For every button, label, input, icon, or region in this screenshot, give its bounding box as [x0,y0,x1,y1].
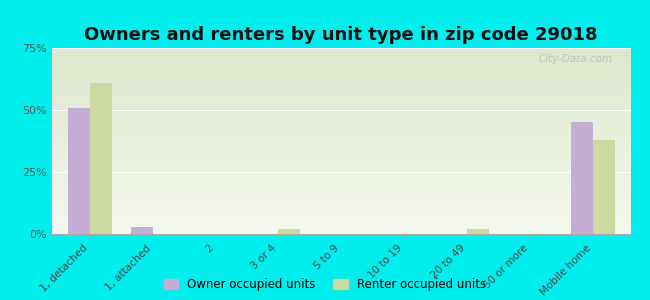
Bar [593,140,615,234]
Bar [571,122,593,234]
Bar [131,226,153,234]
Bar [90,83,112,234]
Title: Owners and renters by unit type in zip code 29018: Owners and renters by unit type in zip c… [84,26,598,44]
Bar [278,229,300,234]
Legend: Owner occupied units, Renter occupied units: Owner occupied units, Renter occupied un… [164,278,486,291]
Bar [68,107,90,234]
Bar [467,229,489,234]
Text: City-Data.com: City-Data.com [539,54,613,64]
